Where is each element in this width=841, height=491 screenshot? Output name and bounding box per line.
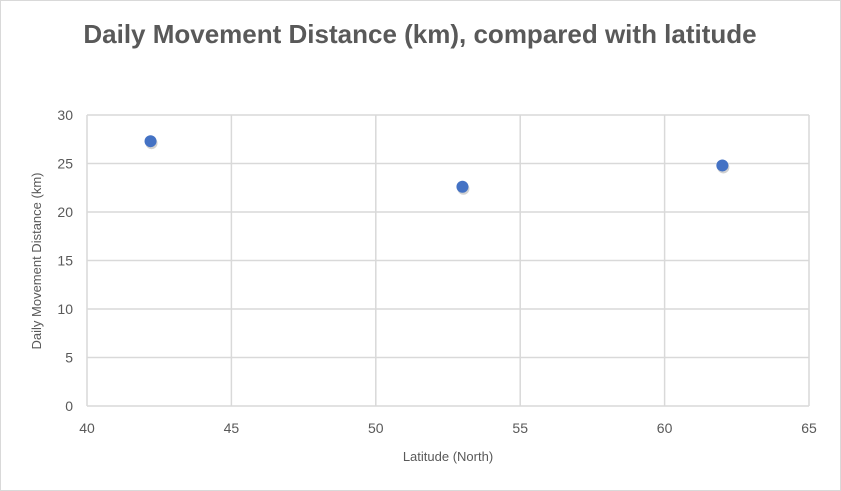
data-point	[716, 159, 729, 172]
y-tick-label: 30	[57, 107, 73, 123]
y-tick-label: 0	[65, 398, 73, 414]
y-tick-label: 10	[57, 301, 73, 317]
data-point	[456, 180, 469, 193]
data-point	[144, 135, 157, 148]
x-tick-label: 65	[801, 420, 817, 436]
chart-title: Daily Movement Distance (km), compared w…	[83, 19, 757, 49]
y-tick-label: 5	[65, 350, 73, 366]
x-tick-label: 50	[368, 420, 384, 436]
x-tick-label: 45	[224, 420, 240, 436]
x-tick-label: 55	[512, 420, 528, 436]
y-tick-label: 15	[57, 253, 73, 269]
x-tick-label: 40	[79, 420, 95, 436]
y-tick-label: 25	[57, 156, 73, 172]
y-axis-label: Daily Movement Distance (km)	[29, 173, 44, 350]
x-tick-label: 60	[657, 420, 673, 436]
y-tick-label: 20	[57, 204, 73, 220]
x-axis-label: Latitude (North)	[403, 449, 493, 464]
